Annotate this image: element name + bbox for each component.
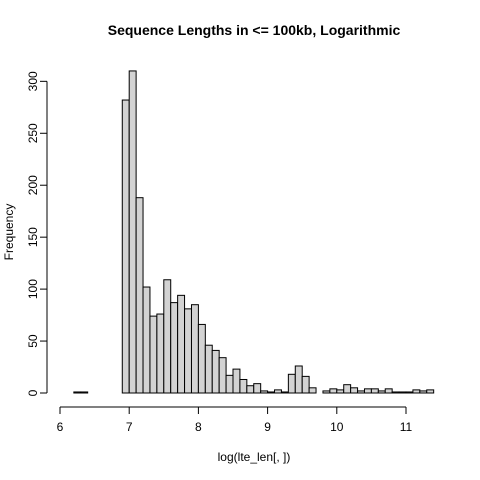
histogram-bar: [336, 389, 345, 394]
y-tick-label: 200: [26, 175, 40, 195]
histogram-bar: [350, 387, 359, 394]
histogram-bar: [170, 302, 179, 394]
y-tick-label: 300: [26, 71, 40, 91]
y-axis-label: Frequency: [2, 204, 16, 261]
histogram-bar: [363, 388, 372, 394]
histogram-bar: [218, 357, 227, 394]
histogram-bar: [163, 279, 172, 394]
chart-title: Sequence Lengths in <= 100kb, Logarithmi…: [108, 22, 401, 38]
histogram-bar: [343, 384, 352, 394]
histogram-bar: [184, 308, 192, 394]
histogram-bar: [156, 313, 165, 394]
x-tick-label: 11: [400, 420, 413, 434]
histogram-bar: [197, 323, 206, 394]
histogram-bar: [267, 391, 276, 394]
histogram-bar: [308, 387, 317, 394]
x-tick-label: 9: [264, 420, 271, 434]
histogram-bar: [260, 390, 269, 394]
histogram-bar: [329, 388, 338, 394]
histogram-bar: [370, 388, 379, 394]
x-axis-label: log(lte_len[, ]): [218, 450, 291, 464]
x-tick-label: 10: [330, 420, 344, 434]
y-tick-label: 0: [26, 389, 40, 396]
histogram-bar: [287, 373, 296, 394]
x-tick-label: 8: [195, 420, 202, 434]
histogram-bar: [225, 374, 234, 394]
histogram-bar: [204, 344, 213, 394]
histogram-bar: [135, 197, 144, 394]
histogram-bar: [405, 391, 414, 394]
y-axis: 0 50 100 150 200 250 300: [26, 71, 48, 396]
x-tick-label: 7: [126, 420, 133, 434]
histogram-bar: [412, 389, 421, 394]
histogram-bar: [357, 390, 365, 394]
y-tick-label: 250: [26, 123, 40, 143]
histogram-bar: [398, 391, 407, 394]
histogram-bar: [211, 349, 220, 394]
y-tick-label: 50: [26, 334, 40, 348]
histogram-bar: [73, 391, 82, 394]
histogram-bar: [190, 304, 199, 394]
histogram-bar: [384, 388, 393, 394]
histogram-bars: [73, 70, 435, 394]
histogram-bar: [426, 389, 435, 394]
histogram-bar: [294, 365, 303, 394]
y-tick-label: 150: [26, 227, 40, 247]
histogram-bar: [419, 390, 428, 394]
histogram-bar: [239, 378, 248, 394]
histogram-bar: [142, 286, 151, 394]
histogram-bar: [246, 385, 255, 394]
histogram-bar: [391, 391, 400, 394]
y-tick-label: 100: [26, 279, 40, 299]
histogram-bar: [280, 391, 289, 394]
histogram-bar: [232, 368, 241, 394]
histogram-bar: [301, 375, 310, 394]
histogram-bar: [322, 390, 331, 394]
histogram-bar: [128, 70, 137, 394]
histogram-bar: [177, 294, 186, 394]
histogram-bar: [253, 383, 262, 394]
x-axis: 6 7 8 9 10 11: [57, 406, 413, 434]
histogram-bar: [377, 390, 386, 394]
histogram-bar: [121, 99, 130, 394]
histogram-bar: [149, 315, 158, 394]
histogram-bar: [274, 389, 282, 394]
x-tick-label: 6: [57, 420, 64, 434]
histogram-bar: [80, 391, 89, 394]
